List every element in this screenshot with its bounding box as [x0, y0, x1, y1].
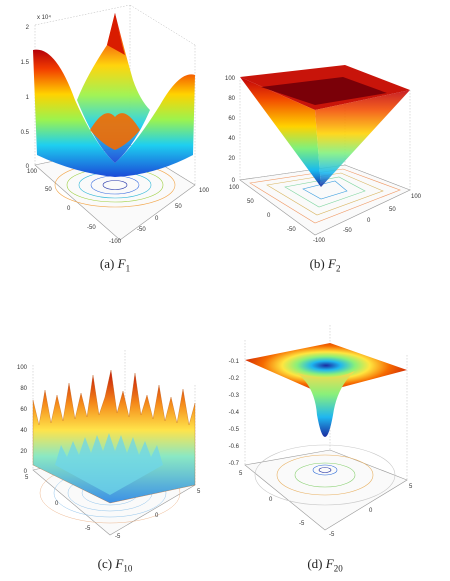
- z-tick: -0.7: [229, 461, 240, 467]
- x-tick: 5: [409, 484, 413, 490]
- y-tick: -50: [87, 225, 96, 231]
- y-axis-ticks-a: 100 50 0 -50: [27, 169, 96, 231]
- panel-b-figure: 100 80 60 40 20 0 100 50 0 -50 100 50 0 …: [225, 65, 425, 245]
- x-tick: -100: [109, 239, 122, 245]
- z-tick: 100: [17, 365, 28, 371]
- caption-b: (b) F2: [225, 256, 425, 274]
- caption-prefix: (c): [97, 556, 113, 571]
- x-tick: 0: [367, 218, 371, 224]
- z-tick: -0.2: [229, 376, 240, 382]
- caption-sub: 2: [335, 263, 341, 274]
- y-tick: 5: [25, 475, 29, 481]
- z-tick: 20: [20, 449, 27, 455]
- x-axis-ticks-d: 5 0 -5: [329, 484, 413, 538]
- z-axis-ticks-c: 100 80 60 40 20 0: [17, 365, 28, 475]
- x-tick: 5: [197, 489, 201, 495]
- y-tick: 50: [247, 199, 254, 205]
- y-tick: 0: [269, 497, 273, 503]
- z-exponent-label: x 10⁴: [37, 14, 51, 21]
- y-tick: 100: [27, 169, 38, 175]
- x-tick: -100: [313, 238, 326, 244]
- x-tick: 100: [411, 194, 422, 200]
- z-tick: -0.1: [229, 359, 240, 365]
- x-tick: 100: [199, 188, 210, 194]
- caption-prefix: (b): [309, 256, 325, 271]
- y-tick: -5: [85, 526, 91, 532]
- x-tick: -5: [115, 534, 121, 540]
- y-axis-ticks-c: 5 0 -5: [25, 475, 91, 532]
- z-tick: 40: [228, 136, 235, 142]
- caption-var: F: [115, 556, 124, 571]
- z-tick: 40: [20, 428, 27, 434]
- z-tick: -0.6: [229, 444, 240, 450]
- panel-c-figure: 100 80 60 40 20 0 5 0 -5 5 0 -5: [15, 345, 215, 540]
- caption-prefix: (a): [99, 256, 115, 271]
- z-tick: 80: [20, 386, 27, 392]
- surface-plot-d: -0.1 -0.2 -0.3 -0.4 -0.5 -0.6 -0.7 5 0 -…: [229, 325, 413, 538]
- surface-plot-a: 2 1.5 1 0.5 0 x 10⁴ 100 50 0 -50 100 50 …: [21, 5, 210, 245]
- x-axis-ticks-b: 100 50 0 -50 -100: [313, 194, 422, 244]
- panel-a-figure: 2 1.5 1 0.5 0 x 10⁴ 100 50 0 -50 100 50 …: [15, 5, 215, 245]
- caption-sub: 10: [123, 563, 133, 574]
- z-tick: -0.4: [229, 410, 240, 416]
- z-tick: 100: [225, 76, 236, 82]
- caption-var: F: [327, 256, 336, 271]
- x-axis-ticks-a: 100 50 0 -50 -100: [109, 188, 210, 245]
- y-tick: -50: [287, 227, 296, 233]
- z-tick: -0.3: [229, 393, 240, 399]
- y-tick: 0: [55, 501, 59, 507]
- x-tick: -50: [137, 227, 146, 233]
- y-tick: 50: [45, 187, 52, 193]
- z-tick: 2: [26, 25, 30, 31]
- z-tick: 60: [20, 407, 27, 413]
- z-tick: 80: [228, 96, 235, 102]
- x-tick: 0: [155, 216, 159, 222]
- x-tick: 50: [389, 207, 396, 213]
- caption-prefix: (d): [307, 556, 323, 571]
- y-tick: 100: [229, 185, 240, 191]
- caption-var: F: [325, 556, 334, 571]
- y-axis-ticks-b: 100 50 0 -50: [229, 185, 296, 233]
- x-tick: 0: [369, 508, 373, 514]
- x-tick: 0: [155, 513, 159, 519]
- z-axis-ticks-d: -0.1 -0.2 -0.3 -0.4 -0.5 -0.6 -0.7: [229, 359, 240, 467]
- z-tick: 1: [26, 95, 30, 101]
- z-tick: -0.5: [229, 427, 240, 433]
- caption-a: (a) F1: [15, 256, 215, 274]
- x-tick: -5: [329, 532, 335, 538]
- x-axis-ticks-c: 5 0 -5: [115, 489, 201, 540]
- x-tick: 50: [175, 204, 182, 210]
- z-tick: 1.5: [21, 60, 30, 66]
- caption-d: (d) F20: [225, 556, 425, 574]
- y-tick: 5: [239, 471, 243, 477]
- caption-sub: 20: [333, 563, 343, 574]
- z-axis-ticks-a: 2 1.5 1 0.5 0 x 10⁴: [21, 14, 52, 170]
- z-tick: 60: [228, 116, 235, 122]
- panel-d-figure: -0.1 -0.2 -0.3 -0.4 -0.5 -0.6 -0.7 5 0 -…: [225, 325, 425, 540]
- x-tick: -50: [343, 228, 352, 234]
- y-tick: -5: [299, 521, 305, 527]
- z-tick: 0.5: [21, 130, 30, 136]
- y-tick: 0: [267, 213, 271, 219]
- y-tick: 0: [67, 206, 71, 212]
- surface-plot-b: 100 80 60 40 20 0 100 50 0 -50 100 50 0 …: [225, 65, 422, 244]
- caption-sub: 1: [125, 263, 131, 274]
- caption-var: F: [117, 256, 126, 271]
- y-axis-ticks-d: 5 0 -5: [239, 471, 305, 527]
- z-axis-ticks-b: 100 80 60 40 20 0: [225, 76, 236, 184]
- z-tick: 0: [26, 164, 30, 170]
- surface-plot-c: 100 80 60 40 20 0 5 0 -5 5 0 -5: [17, 350, 201, 540]
- z-tick: 20: [228, 156, 235, 162]
- z-tick: 0: [24, 469, 28, 475]
- z-tick: 0: [232, 178, 236, 184]
- caption-c: (c) F10: [15, 556, 215, 574]
